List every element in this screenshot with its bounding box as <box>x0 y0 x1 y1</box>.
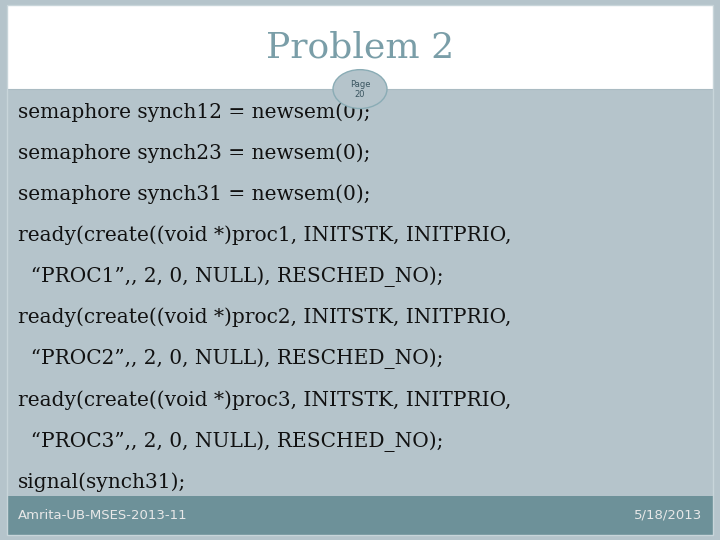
Text: 5/18/2013: 5/18/2013 <box>634 509 702 522</box>
FancyBboxPatch shape <box>7 496 713 535</box>
Text: semaphore synch23 = newsem(0);: semaphore synch23 = newsem(0); <box>18 144 370 163</box>
Text: ready(create((void *)proc2, INITSTK, INITPRIO,: ready(create((void *)proc2, INITSTK, INI… <box>18 308 511 327</box>
Text: “PROC1”,, 2, 0, NULL), RESCHED_NO);: “PROC1”,, 2, 0, NULL), RESCHED_NO); <box>18 267 444 287</box>
Text: ready(create((void *)proc3, INITSTK, INITPRIO,: ready(create((void *)proc3, INITSTK, INI… <box>18 390 511 409</box>
Text: Amrita-UB-MSES-2013-11: Amrita-UB-MSES-2013-11 <box>18 509 188 522</box>
Text: signal(synch31);: signal(synch31); <box>18 472 186 491</box>
Ellipse shape <box>333 70 387 109</box>
FancyBboxPatch shape <box>7 5 713 89</box>
Text: semaphore synch12 = newsem(0);: semaphore synch12 = newsem(0); <box>18 103 371 122</box>
Text: “PROC2”,, 2, 0, NULL), RESCHED_NO);: “PROC2”,, 2, 0, NULL), RESCHED_NO); <box>18 349 444 369</box>
Text: Problem 2: Problem 2 <box>266 30 454 64</box>
Text: ready(create((void *)proc1, INITSTK, INITPRIO,: ready(create((void *)proc1, INITSTK, INI… <box>18 226 511 245</box>
Text: semaphore synch31 = newsem(0);: semaphore synch31 = newsem(0); <box>18 185 371 204</box>
Text: Page
20: Page 20 <box>350 79 370 99</box>
Text: “PROC3”,, 2, 0, NULL), RESCHED_NO);: “PROC3”,, 2, 0, NULL), RESCHED_NO); <box>18 431 444 451</box>
